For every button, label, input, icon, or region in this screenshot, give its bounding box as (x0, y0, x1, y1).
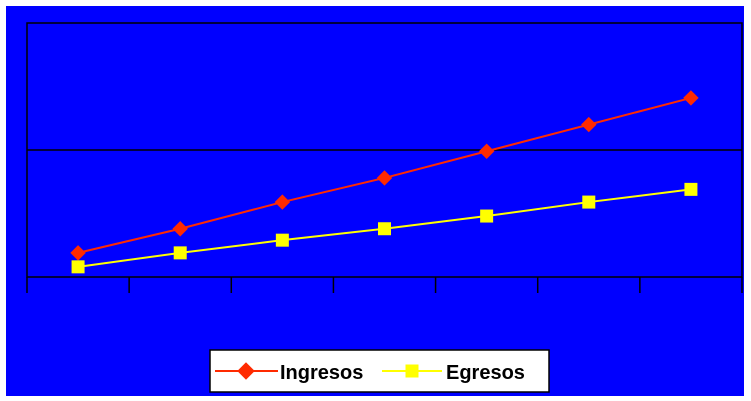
data-point-ingresos (70, 245, 86, 261)
data-point-egresos (275, 233, 289, 247)
data-point-egresos (378, 222, 391, 236)
chart-area (6, 6, 744, 396)
data-point-ingresos (581, 116, 597, 133)
legend-diamond-icon (237, 362, 255, 380)
data-point-ingresos (274, 194, 291, 210)
legend-item-egresos: Egresos (382, 362, 525, 384)
series-layer (70, 90, 699, 274)
data-point-ingresos (683, 90, 699, 106)
legend-item-ingresos: Ingresos (215, 362, 363, 384)
legend-square-icon (405, 364, 419, 378)
data-point-ingresos (376, 170, 393, 186)
legend-label-ingresos: Ingresos (280, 362, 363, 384)
data-point-egresos (684, 182, 698, 196)
data-point-egresos (173, 246, 187, 260)
grid-layer (26, 22, 743, 293)
data-point-egresos (71, 260, 85, 274)
data-point-ingresos (478, 143, 495, 159)
data-point-egresos (480, 209, 494, 223)
legend: Ingresos Egresos (209, 349, 550, 393)
legend-label-egresos: Egresos (446, 362, 525, 384)
data-point-egresos (582, 195, 596, 209)
data-point-ingresos (172, 221, 188, 237)
